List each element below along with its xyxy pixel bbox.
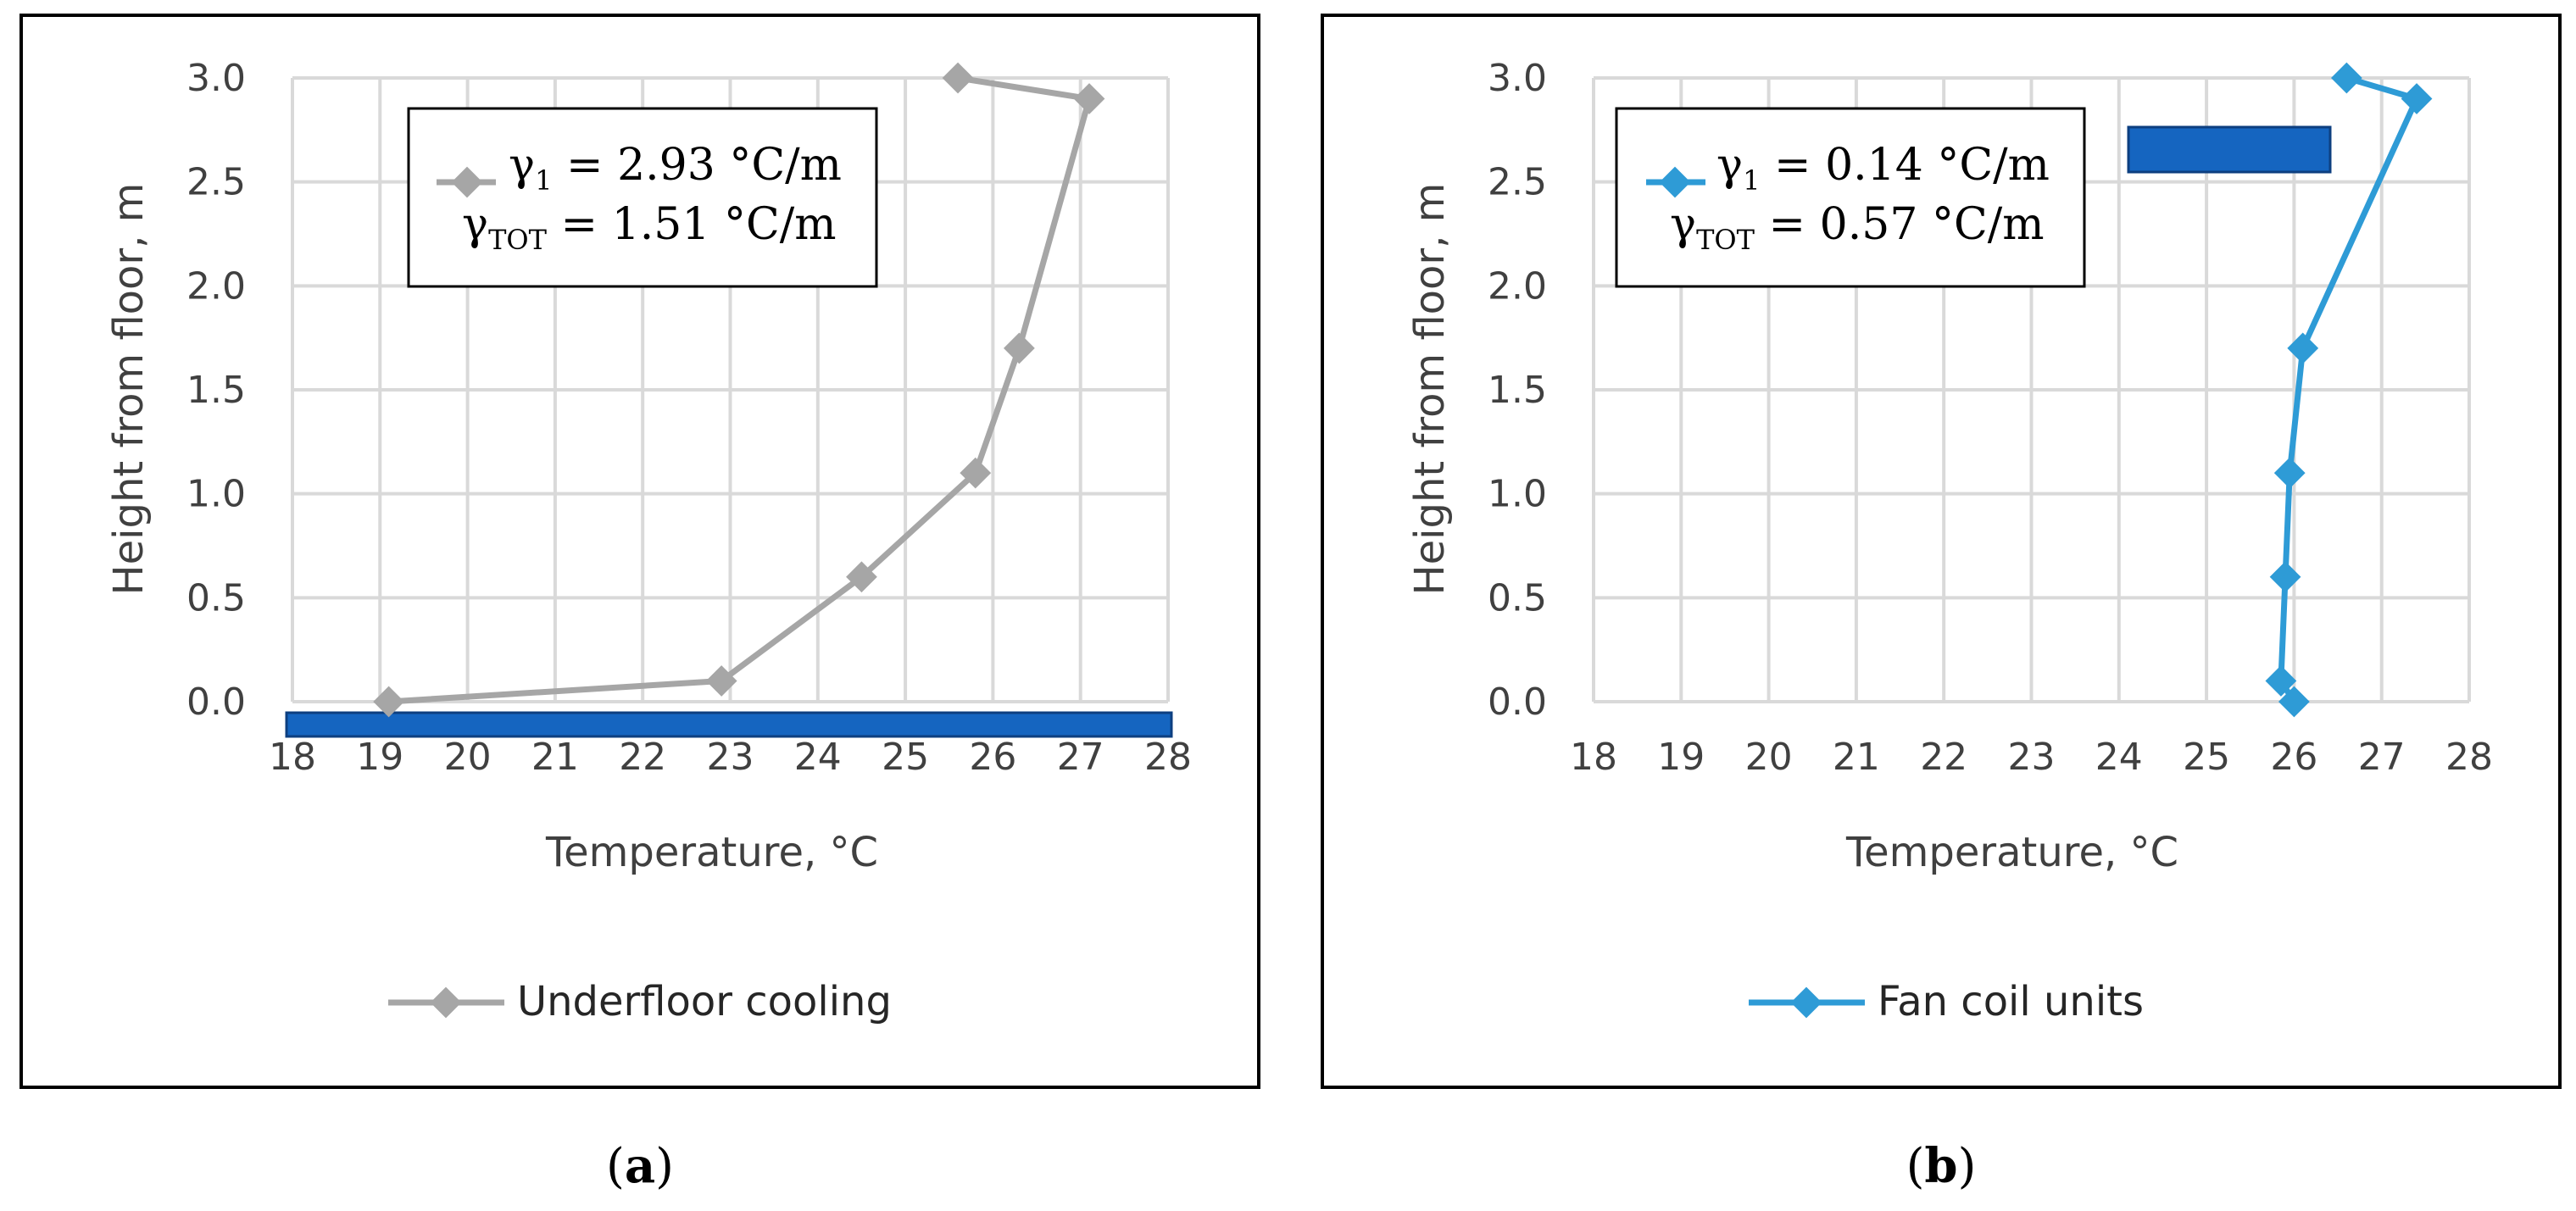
y-tick-label: 0.0 [1488,680,1547,724]
y-tick-label: 1.0 [1488,473,1547,516]
legend-marker [430,986,462,1019]
x-tick-label: 22 [1920,736,1967,779]
data-point-marker [2273,457,2306,489]
x-tick-label: 20 [444,736,492,779]
x-tick-label: 28 [1144,736,1192,779]
x-tick-label: 20 [1745,736,1793,779]
x-tick-label: 18 [269,736,316,779]
highlight-bar [285,711,1173,738]
y-tick-label: 1.0 [186,473,246,516]
series-markers [373,62,1105,718]
x-tick-label: 25 [2183,736,2230,779]
data-point-marker [960,457,992,489]
data-point-marker [2401,83,2433,114]
y-axis-title: Height from floor, m [105,183,153,596]
gradient-gamma1: γ1 = 2.93 °C/m [509,140,842,197]
x-tick-labels: 18 19 20 21 22 23 24 25 26 27 28 [1570,736,2493,779]
x-tick-label: 27 [1057,736,1104,779]
y-tick-labels: 0.0 0.5 1.0 1.5 2.0 2.5 3.0 [1488,57,1547,724]
gradient-gamma1: γ1 = 0.14 °C/m [1716,140,2050,197]
data-point-marker [2330,62,2362,94]
y-tick-label: 0.5 [1488,576,1547,619]
gradient-annotation-box [1615,107,2086,288]
x-tick-labels: 18 19 20 21 22 23 24 25 26 27 28 [269,736,1192,779]
x-tick-label: 23 [2008,736,2056,779]
x-tick-label: 21 [1833,736,1880,779]
x-axis-title: Temperature, °C [545,829,878,876]
x-tick-label: 18 [1570,736,1617,779]
highlight-box [2127,125,2332,174]
chart-panel-a: 18 19 20 21 22 23 24 25 26 27 28 0.0 0.5 1.0 1.5 2.0 2.… [19,14,1260,1194]
data-point-marker [2265,665,2297,697]
data-point-marker [2269,561,2301,593]
y-tick-label: 2.0 [186,264,246,308]
x-tick-label: 27 [2358,736,2406,779]
y-tick-label: 3.0 [1488,57,1547,100]
series-markers [2265,62,2433,718]
y-axis-title: Height from floor, m [1406,183,1454,596]
x-tick-label: 24 [2095,736,2143,779]
panel-caption-a: (a) [606,1138,674,1194]
x-tick-label: 19 [1657,736,1705,779]
y-tick-label: 2.0 [1488,264,1547,308]
gradient-annotation-box [407,107,878,288]
data-point-marker [373,686,405,718]
gradient-gamma-tot: γTOT = 0.57 °C/m [1670,199,2045,256]
x-tick-label: 25 [882,736,929,779]
x-tick-label: 21 [531,736,579,779]
data-point-marker [942,62,974,94]
data-point-marker [2287,332,2319,364]
chart-panel-b: 18 19 20 21 22 23 24 25 26 27 28 0.0 0.5 1.0 1.5 2.0 2.… [1321,14,2562,1194]
y-tick-label: 2.5 [1488,161,1547,204]
data-point-marker [1073,83,1105,114]
data-point-marker [705,665,737,697]
y-tick-label: 0.0 [186,680,246,724]
legend-label: Underfloor cooling [517,978,892,1025]
x-tick-label: 26 [969,736,1016,779]
legend-label: Fan coil units [1878,978,2144,1025]
x-tick-label: 22 [619,736,666,779]
x-tick-label: 23 [707,736,754,779]
panel-caption-b: (b) [1906,1138,1977,1194]
x-tick-label: 28 [2445,736,2493,779]
y-gridlines [292,76,1168,703]
y-tick-label: 3.0 [186,57,246,100]
annotation-legend-marker [1659,166,1691,198]
annotation-legend-marker [451,166,483,198]
y-tick-label: 2.5 [186,161,246,204]
x-axis-title: Temperature, °C [1845,829,2178,876]
legend-marker [1790,986,1822,1019]
y-tick-label: 1.5 [1488,369,1547,412]
y-tick-labels: 0.0 0.5 1.0 1.5 2.0 2.5 3.0 [186,57,246,724]
y-tick-label: 0.5 [186,576,246,619]
data-point-marker [1004,332,1035,364]
x-tick-label: 26 [2270,736,2317,779]
data-point-marker [2278,686,2310,718]
x-tick-label: 19 [356,736,403,779]
x-tick-label: 24 [794,736,842,779]
y-tick-label: 1.5 [186,369,246,412]
gradient-gamma-tot: γTOT = 1.51 °C/m [462,199,837,256]
